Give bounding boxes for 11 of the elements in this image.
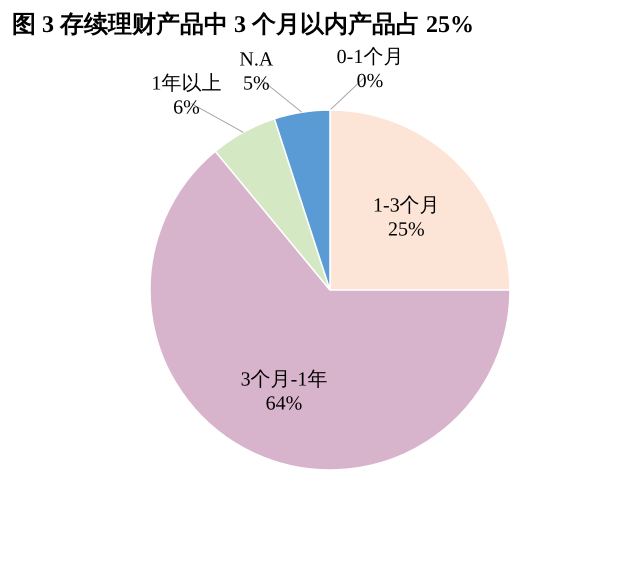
- data-label: 6%: [173, 96, 200, 119]
- slice-label: 3个月-1年: [240, 368, 328, 391]
- chart-title: 图 3 存续理财产品中 3 个月以内产品占 25%: [12, 11, 474, 38]
- slice-label: 1年以上: [151, 72, 222, 95]
- data-label: 5%: [243, 72, 270, 95]
- category-label: 0-1个月: [336, 46, 404, 68]
- slice-label: 1-3个月: [373, 194, 440, 217]
- text: 0%: [356, 70, 384, 92]
- data-label: 64%: [266, 392, 302, 415]
- data-label: 25%: [388, 218, 425, 241]
- slice-label: N.A: [239, 48, 274, 71]
